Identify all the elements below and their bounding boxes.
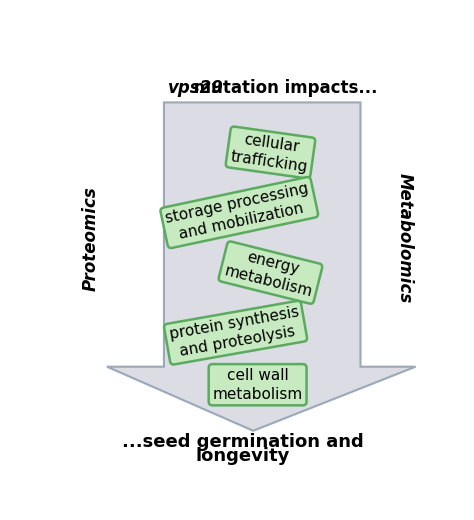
Text: energy
metabolism: energy metabolism [223, 245, 319, 300]
Text: longevity: longevity [196, 447, 290, 464]
Text: Proteomics: Proteomics [82, 186, 100, 291]
Text: ...seed germination and: ...seed germination and [122, 433, 364, 451]
Text: cellular
trafficking: cellular trafficking [229, 131, 311, 175]
Text: storage processing
and mobilization: storage processing and mobilization [164, 181, 314, 244]
Text: mutation impacts...: mutation impacts... [188, 80, 377, 97]
Text: Metabolomics: Metabolomics [396, 174, 413, 304]
FancyBboxPatch shape [55, 58, 431, 467]
Text: cell wall
metabolism: cell wall metabolism [212, 368, 303, 401]
Text: vps29: vps29 [168, 80, 224, 97]
Polygon shape [107, 102, 416, 431]
Text: protein synthesis
and proteolysis: protein synthesis and proteolysis [168, 305, 303, 361]
